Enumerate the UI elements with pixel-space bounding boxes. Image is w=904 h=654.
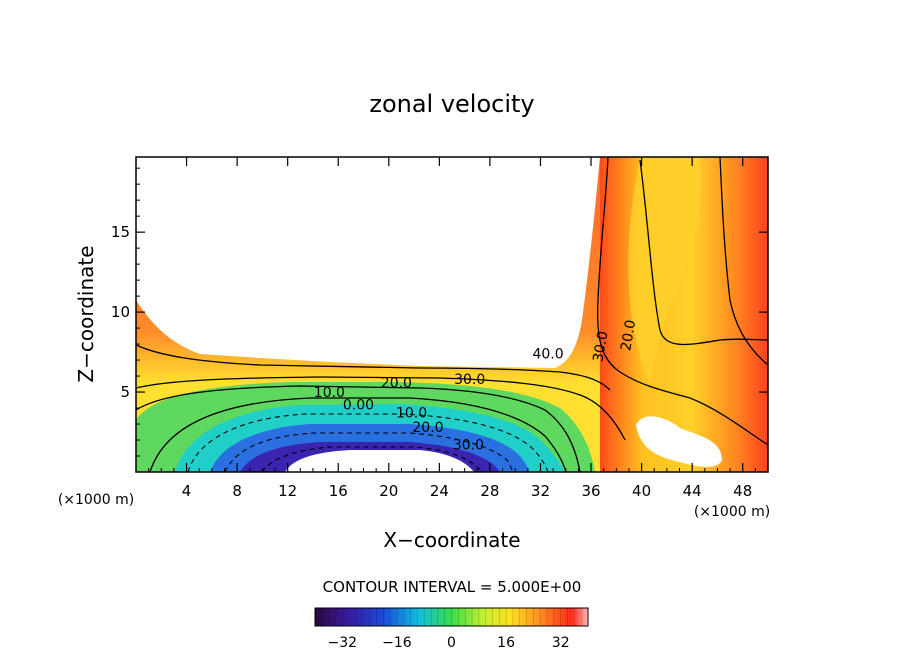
x-tick-label: 8 xyxy=(232,482,242,500)
colorbar-ticks: −32 −16 0 16 32 xyxy=(328,635,570,651)
y-tick-label: 15 xyxy=(111,223,130,241)
contour-label: 10.0 xyxy=(396,406,427,422)
contour-label: 20.0 xyxy=(618,319,639,352)
colorbar-tick-label: −32 xyxy=(328,635,358,651)
colorbar-ramp xyxy=(314,607,589,627)
contour-label: 0.00 xyxy=(343,398,374,414)
x-tick-label: 24 xyxy=(430,482,449,500)
x-axis-title: X−coordinate xyxy=(383,528,520,552)
contour-label: 30.0 xyxy=(454,372,485,388)
x-tick-label: 28 xyxy=(480,482,499,500)
chart-title: zonal velocity xyxy=(369,90,534,118)
contour-label: 30.0 xyxy=(590,330,611,363)
contour-interval-label: CONTOUR INTERVAL = 5.000E+00 xyxy=(323,578,582,596)
y-tick-label: 5 xyxy=(120,383,130,401)
colorbar: −32 −16 0 16 32 xyxy=(314,607,589,651)
white-lower-core xyxy=(285,450,474,472)
contour-lines xyxy=(136,157,768,472)
x-tick-label: 48 xyxy=(733,482,752,500)
x-tick-label: 20 xyxy=(379,482,398,500)
plot-area: 40.030.020.010.00.00 10.020.030.030.0 20.0 xyxy=(136,157,768,472)
colorbar-tick-label: 32 xyxy=(552,635,570,651)
contour-labels: 40.030.020.010.00.00 10.020.030.030.0 20.0 xyxy=(314,319,640,454)
y-axis: 5 10 15 xyxy=(111,167,768,457)
colorbar-tick-label: −16 xyxy=(382,635,412,651)
contour-label: 10.0 xyxy=(314,385,345,401)
contour-label: 20.0 xyxy=(412,420,443,436)
colorbar-stripes xyxy=(321,608,582,626)
x-unit-label: (×1000 m) xyxy=(694,504,770,520)
x-tick-label: 4 xyxy=(182,482,192,500)
x-tick-label: 40 xyxy=(632,482,651,500)
x-tick-label: 32 xyxy=(531,482,550,500)
negative-contours xyxy=(187,413,549,472)
y-unit-label: (×1000 m) xyxy=(58,492,134,508)
x-axis: 4 8 12 16 20 24 28 32 36 40 44 48 xyxy=(148,157,756,500)
contour-label: 40.0 xyxy=(532,346,563,362)
white-patch-right xyxy=(636,416,722,467)
colorbar-tick-label: 16 xyxy=(497,635,515,651)
x-tick-label: 36 xyxy=(581,482,600,500)
contour-label: 20.0 xyxy=(381,375,412,391)
y-tick-label: 10 xyxy=(111,303,130,321)
x-tick-label: 44 xyxy=(683,482,702,500)
colorbar-tick-label: 0 xyxy=(447,635,456,651)
contour-label: 30.0 xyxy=(453,438,484,454)
x-tick-label: 16 xyxy=(329,482,348,500)
white-upper-region xyxy=(136,157,600,368)
y-axis-title: Z−coordinate xyxy=(74,245,98,382)
x-tick-label: 12 xyxy=(278,482,297,500)
